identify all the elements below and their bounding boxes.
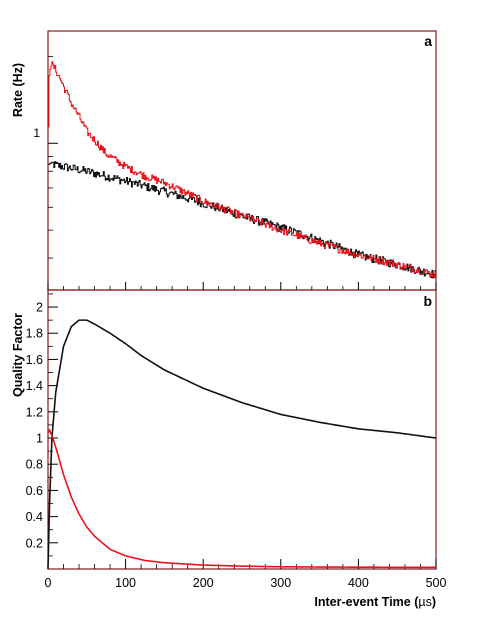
panel-a-frame — [47, 30, 437, 291]
series-b-black — [47, 319, 437, 570]
ytick-label-a-1: 1 — [33, 126, 40, 140]
ytick-label-b: 0.6 — [26, 484, 43, 498]
y-axis-title-b: Quality Factor — [11, 313, 25, 397]
ytick-label-b: 2 — [36, 301, 43, 315]
series-b-red — [47, 428, 436, 569]
series-a-red — [48, 61, 436, 278]
ytick-label-b: 0.8 — [26, 458, 43, 472]
ytick-label-b: 1.8 — [26, 327, 43, 341]
ytick-label-b: 0.2 — [26, 536, 43, 550]
panel-b-letter: b — [423, 293, 432, 309]
ytick-label-b: 0.4 — [26, 510, 43, 524]
tick-marks — [47, 56, 437, 569]
xtick-label-400: 400 — [348, 576, 369, 590]
tick-labels: 0 100 200 300 400 500 0.2 0.4 0.6 0.8 1 1.2 1.4 1.6 1.… — [26, 301, 447, 590]
panel-b-frame — [47, 289, 437, 570]
series-group — [47, 61, 437, 570]
y-axis-title-a: Rate (Hz) — [11, 63, 25, 117]
ytick-label-b: 1.2 — [26, 405, 43, 419]
xtick-label-500: 500 — [426, 576, 447, 590]
xtick-label-100: 100 — [115, 576, 136, 590]
ytick-label-b: 1.6 — [26, 353, 43, 367]
xtick-label-300: 300 — [270, 576, 291, 590]
panel-a-letter: a — [424, 33, 432, 49]
xtick-label-200: 200 — [193, 576, 214, 590]
ytick-label-b: 1.4 — [26, 379, 43, 393]
ytick-label-b: 1 — [36, 432, 43, 446]
xtick-label-0: 0 — [45, 576, 52, 590]
x-axis-title: Inter-event Time (µs) — [314, 595, 436, 609]
